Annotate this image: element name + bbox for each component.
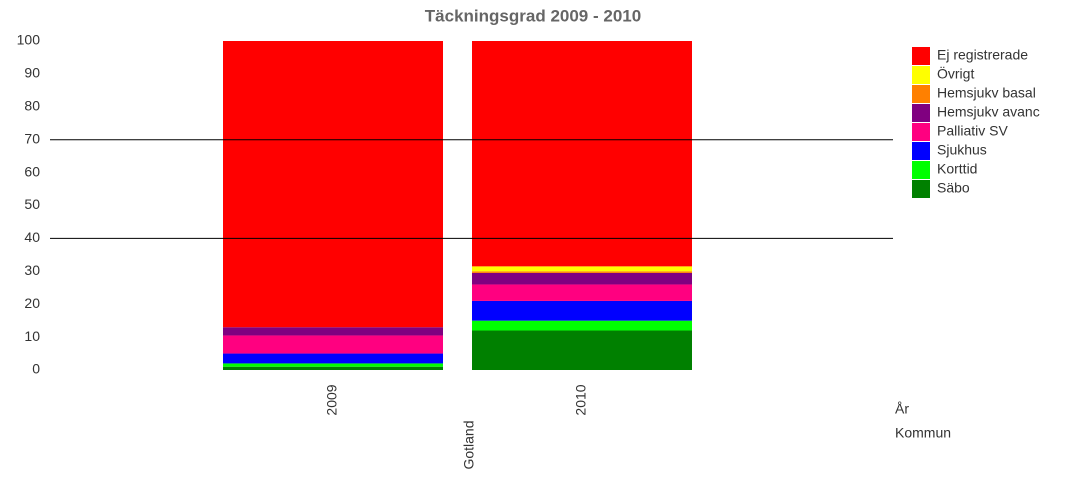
legend-swatch <box>912 180 930 198</box>
y-tick-label: 50 <box>24 196 40 212</box>
y-tick-label: 100 <box>17 32 41 48</box>
legend-swatch <box>912 66 930 84</box>
chart-title: Täckningsgrad 2009 - 2010 <box>425 6 641 25</box>
axis-label: Kommun <box>895 425 951 441</box>
legend-swatch <box>912 47 930 65</box>
legend-label: Palliativ SV <box>937 123 1008 139</box>
bar-segment <box>223 363 443 367</box>
y-tick-label: 0 <box>32 361 40 377</box>
bar-segment <box>223 335 443 354</box>
bar-segment <box>223 41 443 328</box>
x-tick-label: 2010 <box>573 384 589 415</box>
bar-segment <box>472 266 692 272</box>
bar-segment <box>223 353 443 364</box>
bar-segment <box>223 366 443 370</box>
legend-swatch <box>912 85 930 103</box>
bar-segment <box>472 284 692 301</box>
y-tick-label: 90 <box>24 65 40 81</box>
legend-swatch <box>912 104 930 122</box>
y-tick-label: 80 <box>24 98 40 114</box>
legend-label: Korttid <box>937 161 977 177</box>
y-tick-label: 20 <box>24 295 40 311</box>
y-tick-label: 30 <box>24 262 40 278</box>
legend-label: Övrigt <box>937 65 974 82</box>
group-label: Gotland <box>461 420 477 469</box>
bar-segment <box>223 327 443 336</box>
legend-label: Sjukhus <box>937 142 987 158</box>
legend-swatch <box>912 142 930 160</box>
legend-swatch <box>912 161 930 179</box>
y-tick-label: 60 <box>24 163 40 179</box>
bar-segment <box>472 41 692 267</box>
legend-label: Ej registrerade <box>937 47 1028 63</box>
legend-label: Hemsjukv avanc <box>937 104 1040 120</box>
x-tick-label: 2009 <box>324 384 340 415</box>
y-tick-label: 40 <box>24 229 40 245</box>
y-tick-label: 70 <box>24 130 40 146</box>
legend-label: Säbo <box>937 180 970 196</box>
bar-segment <box>472 330 692 370</box>
axis-label: År <box>895 401 909 417</box>
bar-segment <box>472 300 692 321</box>
bar-segment <box>472 271 692 273</box>
legend-swatch <box>912 123 930 141</box>
bar-segment <box>472 320 692 331</box>
y-tick-label: 10 <box>24 328 40 344</box>
legend-label: Hemsjukv basal <box>937 85 1036 101</box>
bar-segment <box>472 272 692 285</box>
